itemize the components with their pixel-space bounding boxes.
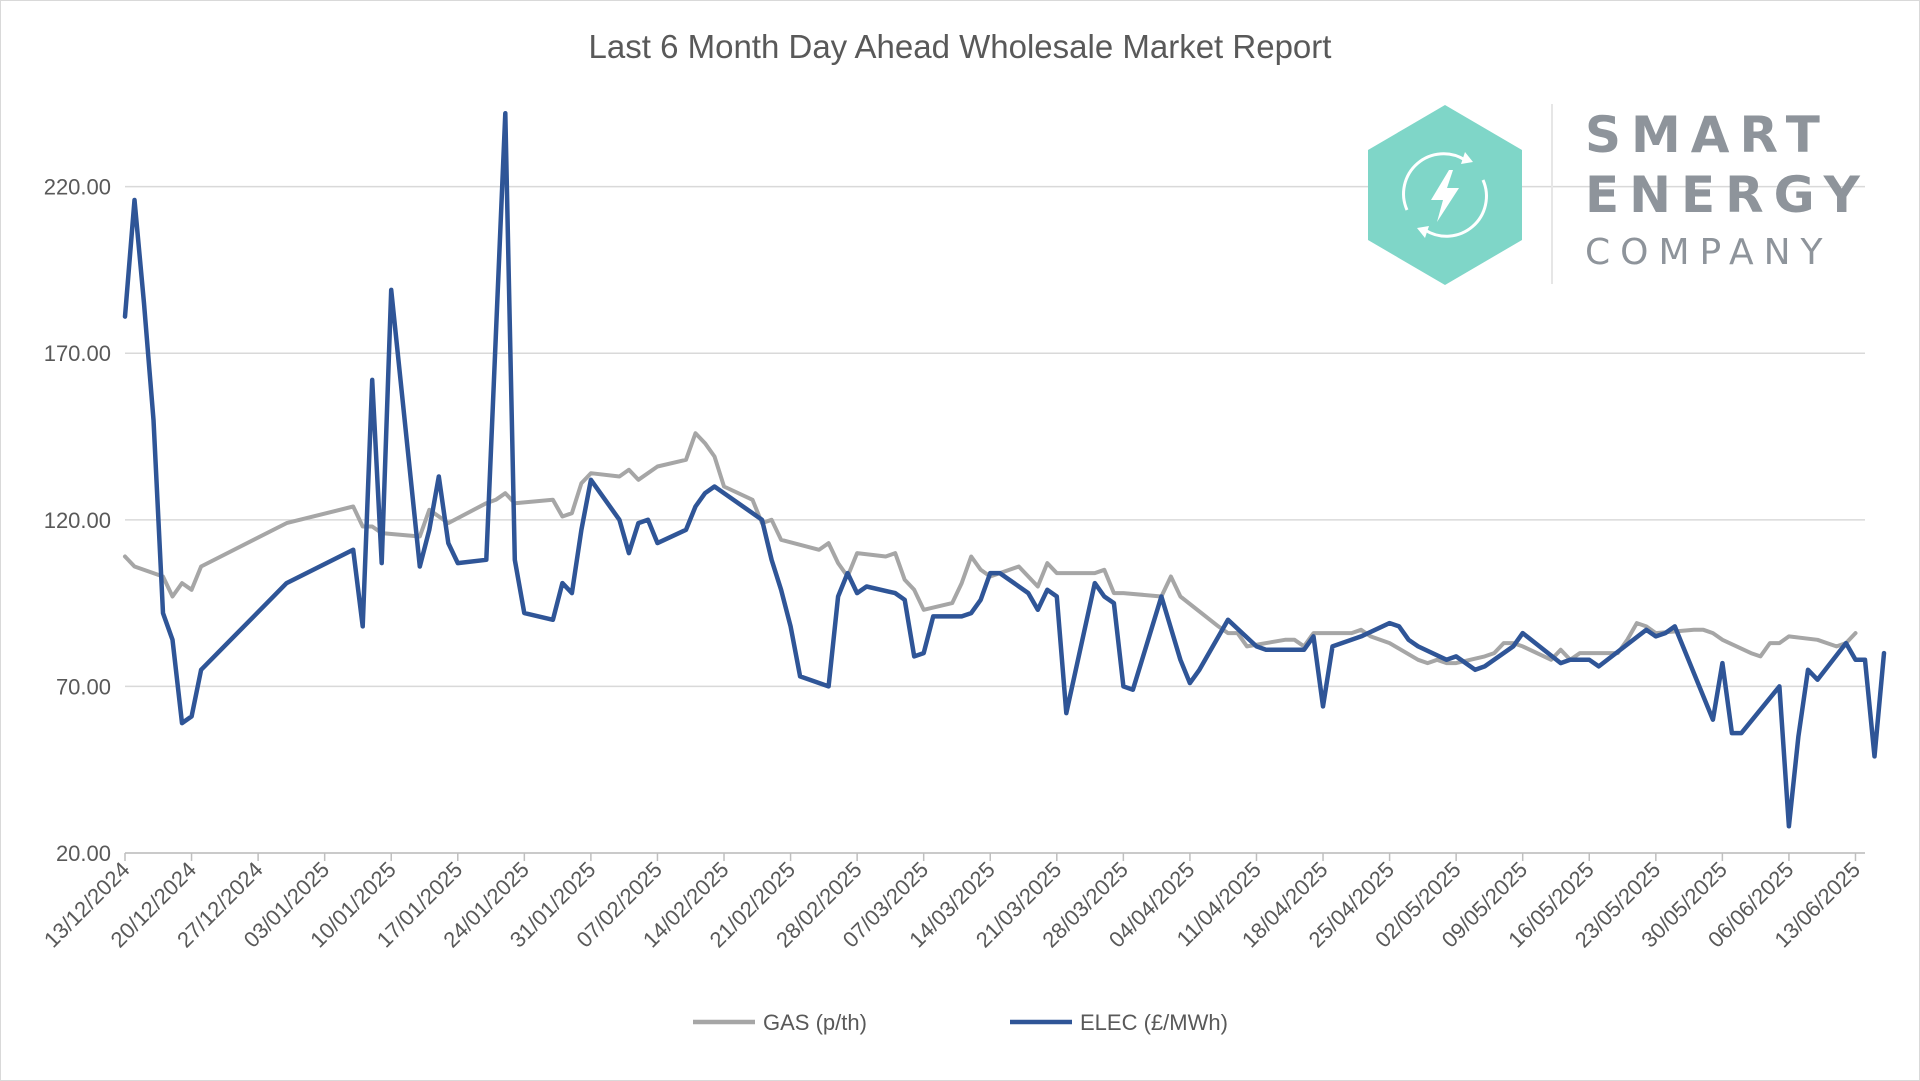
series-line-elec: [122, 111, 1887, 829]
chart-title: Last 6 Month Day Ahead Wholesale Market …: [588, 28, 1332, 65]
y-tick-label: 20.00: [56, 841, 111, 866]
y-tick-label: 220.00: [44, 175, 111, 200]
y-tick-label: 70.00: [56, 674, 111, 699]
logo-divider: [1551, 104, 1553, 284]
logo-text-energy: ENERGY: [1585, 166, 1870, 224]
logo-text-smart: SMART: [1585, 106, 1830, 164]
logo-text-company: COMPANY: [1585, 232, 1833, 273]
series-line-gas: [123, 431, 1858, 666]
y-tick-label: 170.00: [44, 341, 111, 366]
legend: GAS (p/th) ELEC (£/MWh): [693, 1010, 1228, 1035]
y-tick-label: 120.00: [44, 508, 111, 533]
legend-label-elec: ELEC (£/MWh): [1080, 1010, 1228, 1035]
legend-label-gas: GAS (p/th): [763, 1010, 867, 1035]
logo-hexagon-icon: [1368, 105, 1522, 285]
lightning-bolt-icon: [1431, 170, 1459, 222]
y-axis-ticks: 20.00 70.00 120.00 170.00 220.00: [44, 175, 111, 866]
company-logo: SMART ENERGY COMPANY: [1345, 100, 1885, 290]
x-axis-ticks: 13/12/202420/12/202427/12/202403/01/2025…: [39, 853, 1865, 952]
grid-lines: [125, 185, 1865, 854]
series-lines: [122, 111, 1887, 829]
